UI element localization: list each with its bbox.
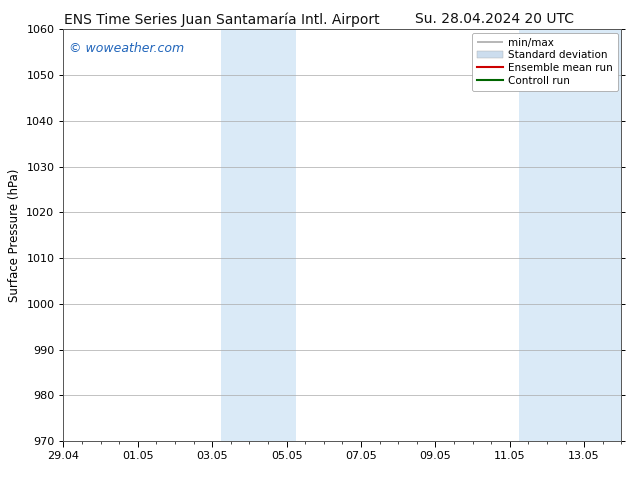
Y-axis label: Surface Pressure (hPa): Surface Pressure (hPa) [8,169,21,302]
Bar [221,29,296,441]
Bar [519,29,621,441]
Text: ENS Time Series Juan Santamaría Intl. Airport: ENS Time Series Juan Santamaría Intl. Ai… [64,12,380,27]
Text: © woweather.com: © woweather.com [69,42,184,55]
Legend: min/max, Standard deviation, Ensemble mean run, Controll run: min/max, Standard deviation, Ensemble me… [472,32,618,91]
Text: Su. 28.04.2024 20 UTC: Su. 28.04.2024 20 UTC [415,12,574,26]
